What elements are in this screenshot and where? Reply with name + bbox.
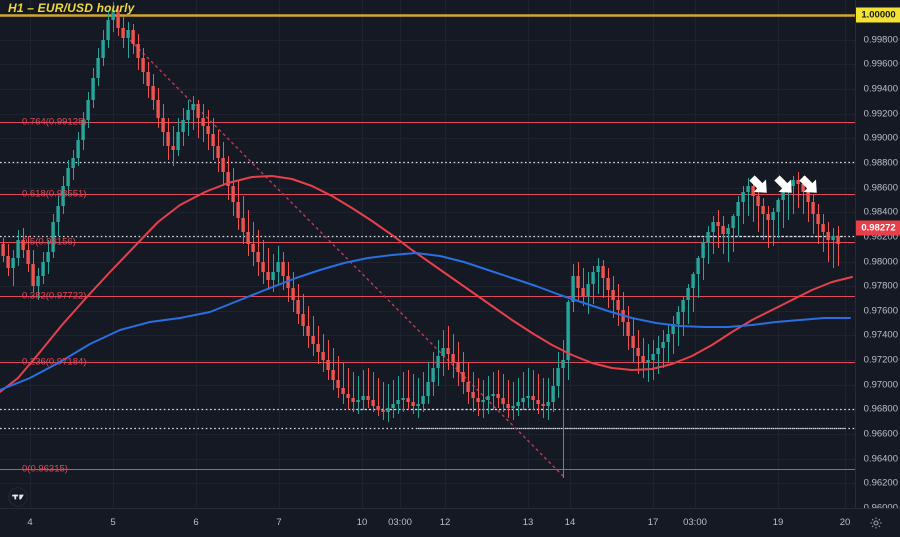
price-tick-0.99200: 0.99200 (863, 108, 898, 120)
time-tick-7: 13 (522, 517, 534, 528)
price-axis[interactable]: 0.99800 0.99600 0.99400 0.99200 0.99000 0.988… (855, 0, 900, 514)
gear-icon[interactable] (869, 516, 883, 530)
price-tick-0.97000: 0.97000 (863, 379, 898, 391)
time-tick-10: 03:00 (683, 517, 707, 528)
parity-price-tag: 1.00000 (856, 7, 900, 23)
time-tick-2: 6 (193, 517, 199, 528)
tradingview-logo-icon[interactable] (8, 487, 28, 507)
price-tick-0.96200: 0.96200 (863, 477, 898, 489)
moving-average-lines (0, 175, 853, 393)
time-tick-8: 14 (564, 517, 576, 528)
time-tick-3: 7 (276, 517, 282, 528)
price-tick-0.99600: 0.99600 (863, 58, 898, 70)
price-tick-0.98400: 0.98400 (863, 206, 898, 218)
last-price-tag: 0.98272 (856, 220, 900, 236)
time-tick-9: 17 (647, 517, 659, 528)
price-tick-0.99400: 0.99400 (863, 83, 898, 95)
time-tick-11: 19 (772, 517, 784, 528)
arrow-2 (774, 175, 792, 193)
price-tick-0.98000: 0.98000 (863, 256, 898, 267)
chart-canvas (0, 0, 855, 508)
price-tick-0.97600: 0.97600 (863, 305, 898, 317)
descending-trendline (129, 39, 566, 479)
time-tick-1: 5 (110, 517, 116, 528)
time-tick-4: 10 (356, 517, 368, 528)
horizontal-level-lines (0, 14, 855, 471)
price-tick-0.97200: 0.97200 (863, 354, 898, 366)
price-tick-0.97800: 0.97800 (863, 280, 898, 292)
price-tick-0.96400: 0.96400 (863, 453, 898, 465)
time-tick-0: 4 (27, 517, 33, 528)
time-axis[interactable]: 4 5 6 7 10 03:00 12 13 14 17 03:00 19 20 (0, 508, 900, 537)
chart-plot-area[interactable]: H1 – EUR/USD hourly 0.764(0.99128) 0.618(… (0, 0, 855, 508)
arrow-annotations (749, 175, 817, 193)
arrow-3 (799, 175, 817, 193)
price-tick-0.96800: 0.96800 (863, 403, 898, 415)
time-tick-5: 03:00 (388, 517, 412, 528)
price-tick-0.98200: 0.98200 (863, 231, 898, 243)
time-tick-6: 12 (439, 517, 451, 528)
price-tick-0.97400: 0.97400 (863, 329, 898, 341)
time-tick-12: 20 (839, 517, 851, 528)
price-tick-0.99800: 0.99800 (863, 34, 898, 46)
price-tick-0.98800: 0.98800 (863, 157, 898, 169)
price-tick-0.96600: 0.96600 (863, 428, 898, 440)
price-tick-0.98600: 0.98600 (863, 182, 898, 194)
price-tick-0.99000: 0.99000 (863, 132, 898, 144)
candlestick-series (1, 2, 840, 478)
arrow-1 (749, 175, 767, 193)
